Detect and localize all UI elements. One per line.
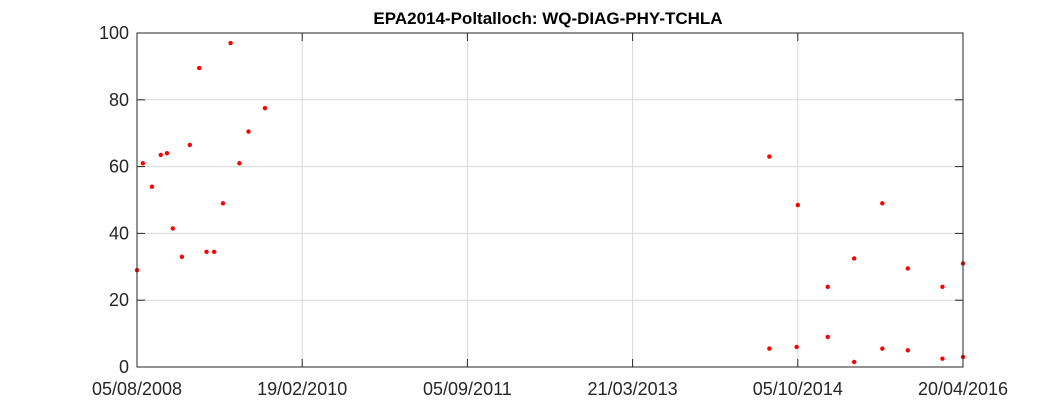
data-point	[187, 142, 193, 148]
data-point	[211, 249, 217, 254]
data-point	[164, 151, 170, 156]
data-point	[197, 65, 202, 71]
data-point	[905, 266, 911, 271]
data-point	[767, 154, 772, 159]
y-tick-label: 40	[109, 223, 129, 243]
data-point	[905, 348, 911, 353]
data-point	[825, 284, 830, 290]
data-point	[179, 254, 185, 259]
grid	[136, 32, 964, 368]
y-tick-label: 20	[109, 290, 129, 310]
data-point	[237, 161, 242, 166]
data-point	[880, 346, 885, 351]
y-tick-label: 60	[109, 157, 129, 177]
data-point	[794, 344, 799, 350]
x-tick-label: 05/10/2014	[753, 379, 843, 399]
data-point	[170, 226, 175, 231]
x-tick-label: 20/04/2016	[918, 379, 1008, 399]
data-points	[134, 40, 966, 365]
data-point	[940, 284, 945, 290]
plot-box	[136, 32, 964, 368]
data-point	[880, 201, 885, 206]
x-tick-label: 05/09/2011	[423, 379, 512, 399]
y-tick-label: 80	[109, 90, 129, 110]
data-point	[228, 40, 233, 46]
x-axis: 05/08/2008 19/02/2010 05/09/2011 21/03/2013…	[92, 33, 1008, 399]
data-point	[767, 346, 772, 351]
x-tick-label: 19/02/2010	[257, 379, 347, 399]
data-point	[825, 334, 830, 340]
data-point	[204, 249, 209, 254]
data-point	[940, 356, 945, 361]
y-tick-label: 0	[119, 357, 129, 377]
chart-title: EPA2014-Poltalloch: WQ-DIAG-PHY-TCHLA	[373, 9, 722, 28]
data-point	[795, 202, 800, 208]
data-point	[149, 184, 155, 189]
x-tick-label: 05/08/2008	[92, 379, 182, 399]
data-point	[246, 129, 251, 134]
data-point	[262, 105, 268, 111]
data-point	[851, 256, 857, 261]
data-point	[220, 201, 226, 206]
data-point	[158, 152, 163, 158]
data-point	[851, 359, 857, 365]
y-axis: 0 20 40 60 80 100	[99, 23, 963, 377]
x-tick-label: 21/03/2013	[588, 379, 678, 399]
y-tick-label: 100	[99, 23, 129, 43]
data-point	[140, 161, 146, 166]
